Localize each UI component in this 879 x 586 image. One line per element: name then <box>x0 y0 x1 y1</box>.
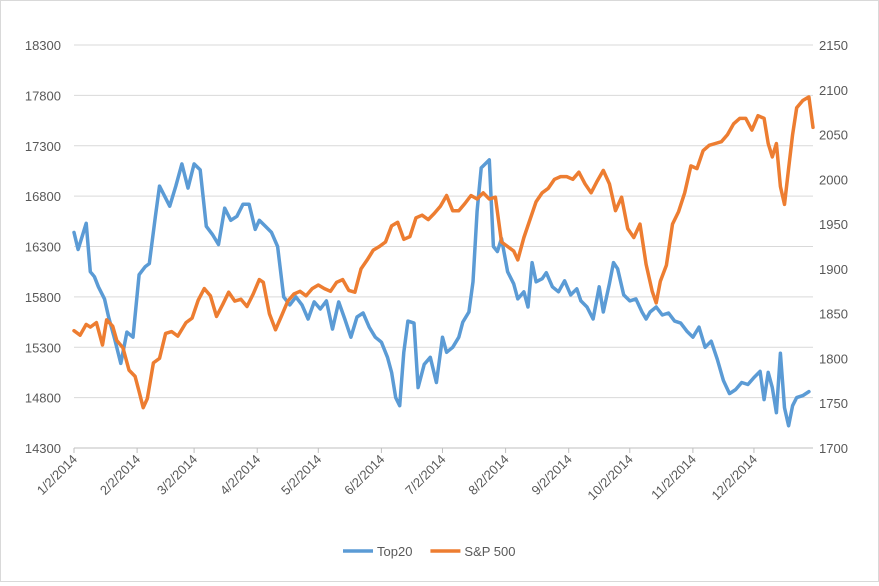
top20-line <box>72 158 811 428</box>
series-lines <box>72 95 815 428</box>
legend-label-top20: Top20 <box>377 544 412 559</box>
x-tick-label: 5/2/2014 <box>278 452 324 498</box>
right-y-tick-label: 2000 <box>819 172 848 187</box>
x-tick-label: 4/2/2014 <box>217 452 263 498</box>
right-y-tick-label: 1900 <box>819 262 848 277</box>
left-y-tick-label: 17800 <box>25 88 61 103</box>
left-y-tick-label: 16800 <box>25 189 61 204</box>
x-tick-label: 2/2/2014 <box>97 452 143 498</box>
right-y-tick-label: 2050 <box>819 128 848 143</box>
left-y-tick-label: 16300 <box>25 240 61 255</box>
x-tick-label: 10/2/2014 <box>584 452 636 504</box>
left-y-tick-label: 15300 <box>25 340 61 355</box>
right-y-axis: 1700 1750 1800 1850 1900 1950 2000 2050 2100 2150 <box>819 38 848 456</box>
legend: Top20 S&P 500 <box>343 544 516 559</box>
x-tick-label: 9/2/2014 <box>528 452 574 498</box>
right-y-tick-label: 2100 <box>819 83 848 98</box>
x-tick-label: 11/2/2014 <box>648 452 699 503</box>
right-y-tick-label: 1700 <box>819 441 848 456</box>
left-y-tick-label: 18300 <box>25 38 61 53</box>
right-y-tick-label: 1750 <box>819 396 848 411</box>
x-tick-label: 1/2/2014 <box>34 452 80 498</box>
left-y-tick-label: 14300 <box>25 441 61 456</box>
left-y-axis: 14300 14800 15300 15800 16300 16800 17300 17800… <box>25 38 61 456</box>
x-tick-label: 3/2/2014 <box>154 452 200 498</box>
right-y-tick-label: 1950 <box>819 217 848 232</box>
left-y-tick-label: 14800 <box>25 391 61 406</box>
x-tick-label: 12/2/2014 <box>709 452 761 504</box>
gridlines <box>74 44 813 449</box>
x-axis: 1/2/2014 2/2/2014 3/2/2014 4/2/2014 5/2/2014… <box>34 447 813 504</box>
right-y-tick-label: 2150 <box>819 38 848 53</box>
right-y-tick-label: 1850 <box>819 307 848 322</box>
x-tick-label: 8/2/2014 <box>465 452 511 498</box>
left-y-tick-label: 17300 <box>25 139 61 154</box>
right-y-tick-label: 1800 <box>819 351 848 366</box>
x-tick-label: 6/2/2014 <box>341 452 387 498</box>
left-y-tick-label: 15800 <box>25 290 61 305</box>
legend-label-s-p-500: S&P 500 <box>464 544 515 559</box>
s-p-500-line <box>72 95 815 410</box>
x-tick-label: 7/2/2014 <box>402 452 448 498</box>
